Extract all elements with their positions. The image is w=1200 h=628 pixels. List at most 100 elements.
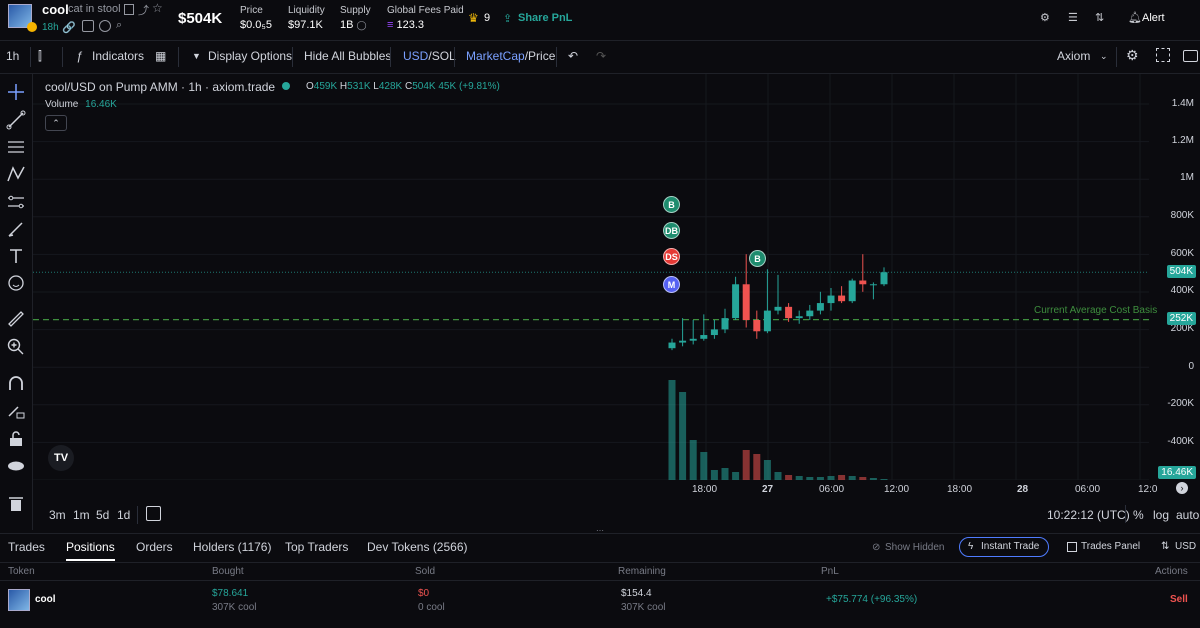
trendline-icon[interactable]	[6, 110, 26, 130]
crosshair-icon[interactable]	[6, 82, 26, 102]
tab-top-traders[interactable]: Top Traders	[285, 540, 349, 554]
sol-option[interactable]: SOL	[431, 49, 456, 63]
undo-icon[interactable]: ↶	[568, 49, 579, 63]
candle-body	[880, 272, 888, 285]
candle-body	[700, 335, 708, 339]
collapse-legend-button[interactable]: ⌃	[45, 115, 67, 131]
star-icon[interactable]: ☆	[152, 1, 163, 15]
marketcap-option[interactable]: MarketCap	[466, 49, 525, 63]
text-icon[interactable]	[6, 246, 26, 266]
candlestick-chart[interactable]	[33, 74, 1149, 480]
settings-icon[interactable]: ⚙	[1040, 12, 1050, 24]
tab-trades[interactable]: Trades	[8, 540, 45, 554]
prediction-icon[interactable]	[6, 192, 26, 212]
eye-icon[interactable]	[6, 456, 26, 476]
stat-value: ≡ 123.3	[387, 19, 464, 31]
share-pnl-button[interactable]: Share PnL	[518, 12, 573, 24]
auto-toggle[interactable]: auto	[1176, 508, 1200, 522]
swap-icon: ⇅	[1161, 541, 1170, 552]
token-avatar[interactable]	[8, 589, 30, 611]
migration-bubble[interactable]: M	[663, 276, 680, 293]
candle-body	[753, 320, 761, 332]
high-label: H	[339, 81, 348, 92]
chart-settings-icon[interactable]: ⚙	[1126, 47, 1139, 63]
range-1m[interactable]: 1m	[73, 508, 90, 522]
divider	[0, 580, 1200, 581]
fullscreen-icon[interactable]	[1156, 48, 1170, 62]
log-toggle[interactable]: log	[1153, 508, 1170, 522]
col-sold: Sold	[415, 566, 436, 577]
buy-bubble[interactable]: B	[749, 250, 766, 267]
goto-date-icon[interactable]	[146, 506, 161, 521]
bell-icon[interactable]: 🔔︎	[1128, 12, 1142, 24]
indicators-button[interactable]: Indicators	[92, 49, 145, 63]
provider-select[interactable]: Axiom	[1057, 49, 1091, 63]
redo-icon[interactable]: ↷	[596, 49, 607, 63]
range-3m[interactable]: 3m	[49, 508, 66, 522]
y-tick-label: 1.4M	[1171, 98, 1194, 109]
copy-icon[interactable]	[124, 4, 134, 15]
clock-time[interactable]: 10:22:12 (UTC)	[1047, 508, 1130, 522]
y-tick-label: 1M	[1180, 172, 1194, 183]
share-icon[interactable]: ⤴	[138, 5, 149, 17]
lock-icon[interactable]	[6, 429, 26, 449]
search-icon[interactable]: ⌕	[116, 19, 123, 31]
camera-icon[interactable]	[1183, 50, 1198, 62]
range-1d[interactable]: 1d	[117, 508, 131, 522]
alert-button[interactable]: Alert	[1142, 12, 1165, 24]
usd-option[interactable]: USD	[403, 49, 429, 63]
candle-body	[795, 316, 803, 319]
globe-icon[interactable]	[99, 20, 111, 32]
price-axis[interactable]: 1.4M 1.2M 1M 800K 600K 400K 200K 0 -200K…	[1149, 74, 1200, 480]
list-icon[interactable]: ☰	[1068, 12, 1078, 24]
cost-basis-label: Current Average Cost Basis	[1034, 305, 1158, 316]
volume-tag: 16.46K	[1158, 466, 1196, 479]
buy-bubble[interactable]: B	[663, 196, 680, 213]
fib-icon[interactable]	[6, 137, 26, 157]
interval-button[interactable]: 1h	[6, 49, 20, 63]
trades-panel-button[interactable]: Trades Panel	[1081, 541, 1141, 552]
candle-body	[859, 280, 867, 285]
resize-handle[interactable]: ⋯	[596, 526, 604, 535]
pattern-icon[interactable]	[6, 164, 26, 184]
person-icon[interactable]	[82, 20, 94, 32]
row-bought-sub: 307K cool	[212, 602, 257, 613]
link-icon[interactable]: 🔗	[62, 22, 76, 34]
scroll-right-icon[interactable]: ›	[1176, 482, 1188, 494]
sort-icon[interactable]: ⇅	[1095, 12, 1105, 24]
tab-holders[interactable]: Holders (1176)	[193, 540, 272, 554]
token-avatar[interactable]	[8, 4, 32, 28]
currency-toggle[interactable]: USD/SOL	[403, 49, 456, 63]
tab-orders[interactable]: Orders	[136, 540, 173, 554]
percent-toggle[interactable]: %	[1133, 508, 1144, 522]
magnet-icon[interactable]	[6, 374, 26, 394]
show-hidden-button[interactable]: Show Hidden	[885, 542, 945, 553]
price-option[interactable]: Price	[528, 49, 556, 63]
candle-type-icon[interactable]: ⫿	[38, 49, 42, 63]
instant-trade-button[interactable]: ϟ Instant Trade	[959, 537, 1049, 557]
draw-lock-icon[interactable]	[6, 401, 26, 421]
display-options-button[interactable]: Display Options	[208, 49, 293, 63]
dev-buy-bubble[interactable]: DB	[663, 222, 680, 239]
currency-button[interactable]: USD	[1175, 541, 1197, 552]
x-tick-label: 12:00	[884, 484, 910, 495]
emoji-icon[interactable]	[6, 273, 26, 293]
tradingview-logo-icon[interactable]: TV	[48, 445, 74, 471]
sell-button[interactable]: Sell	[1170, 594, 1188, 605]
chart-pane[interactable]	[33, 74, 1149, 480]
hide-bubbles-button[interactable]: Hide All Bubbles	[304, 49, 392, 63]
dev-sell-bubble[interactable]: DS	[663, 248, 680, 265]
metric-toggle[interactable]: MarketCap/Price	[466, 49, 556, 63]
candle-body	[689, 338, 697, 341]
layout-grid-icon[interactable]: ▦	[155, 49, 167, 63]
trash-icon[interactable]	[6, 494, 26, 514]
zoom-in-icon[interactable]	[6, 337, 26, 357]
top-holders-count[interactable]: 9	[484, 12, 491, 24]
ruler-icon[interactable]	[6, 309, 26, 329]
tab-dev-tokens[interactable]: Dev Tokens (2566)	[367, 540, 468, 554]
brush-icon[interactable]	[6, 219, 26, 239]
crown-icon: ♛	[468, 11, 479, 25]
row-token-name[interactable]: cool	[35, 594, 56, 605]
range-5d[interactable]: 5d	[96, 508, 110, 522]
tab-positions[interactable]: Positions	[66, 540, 115, 561]
